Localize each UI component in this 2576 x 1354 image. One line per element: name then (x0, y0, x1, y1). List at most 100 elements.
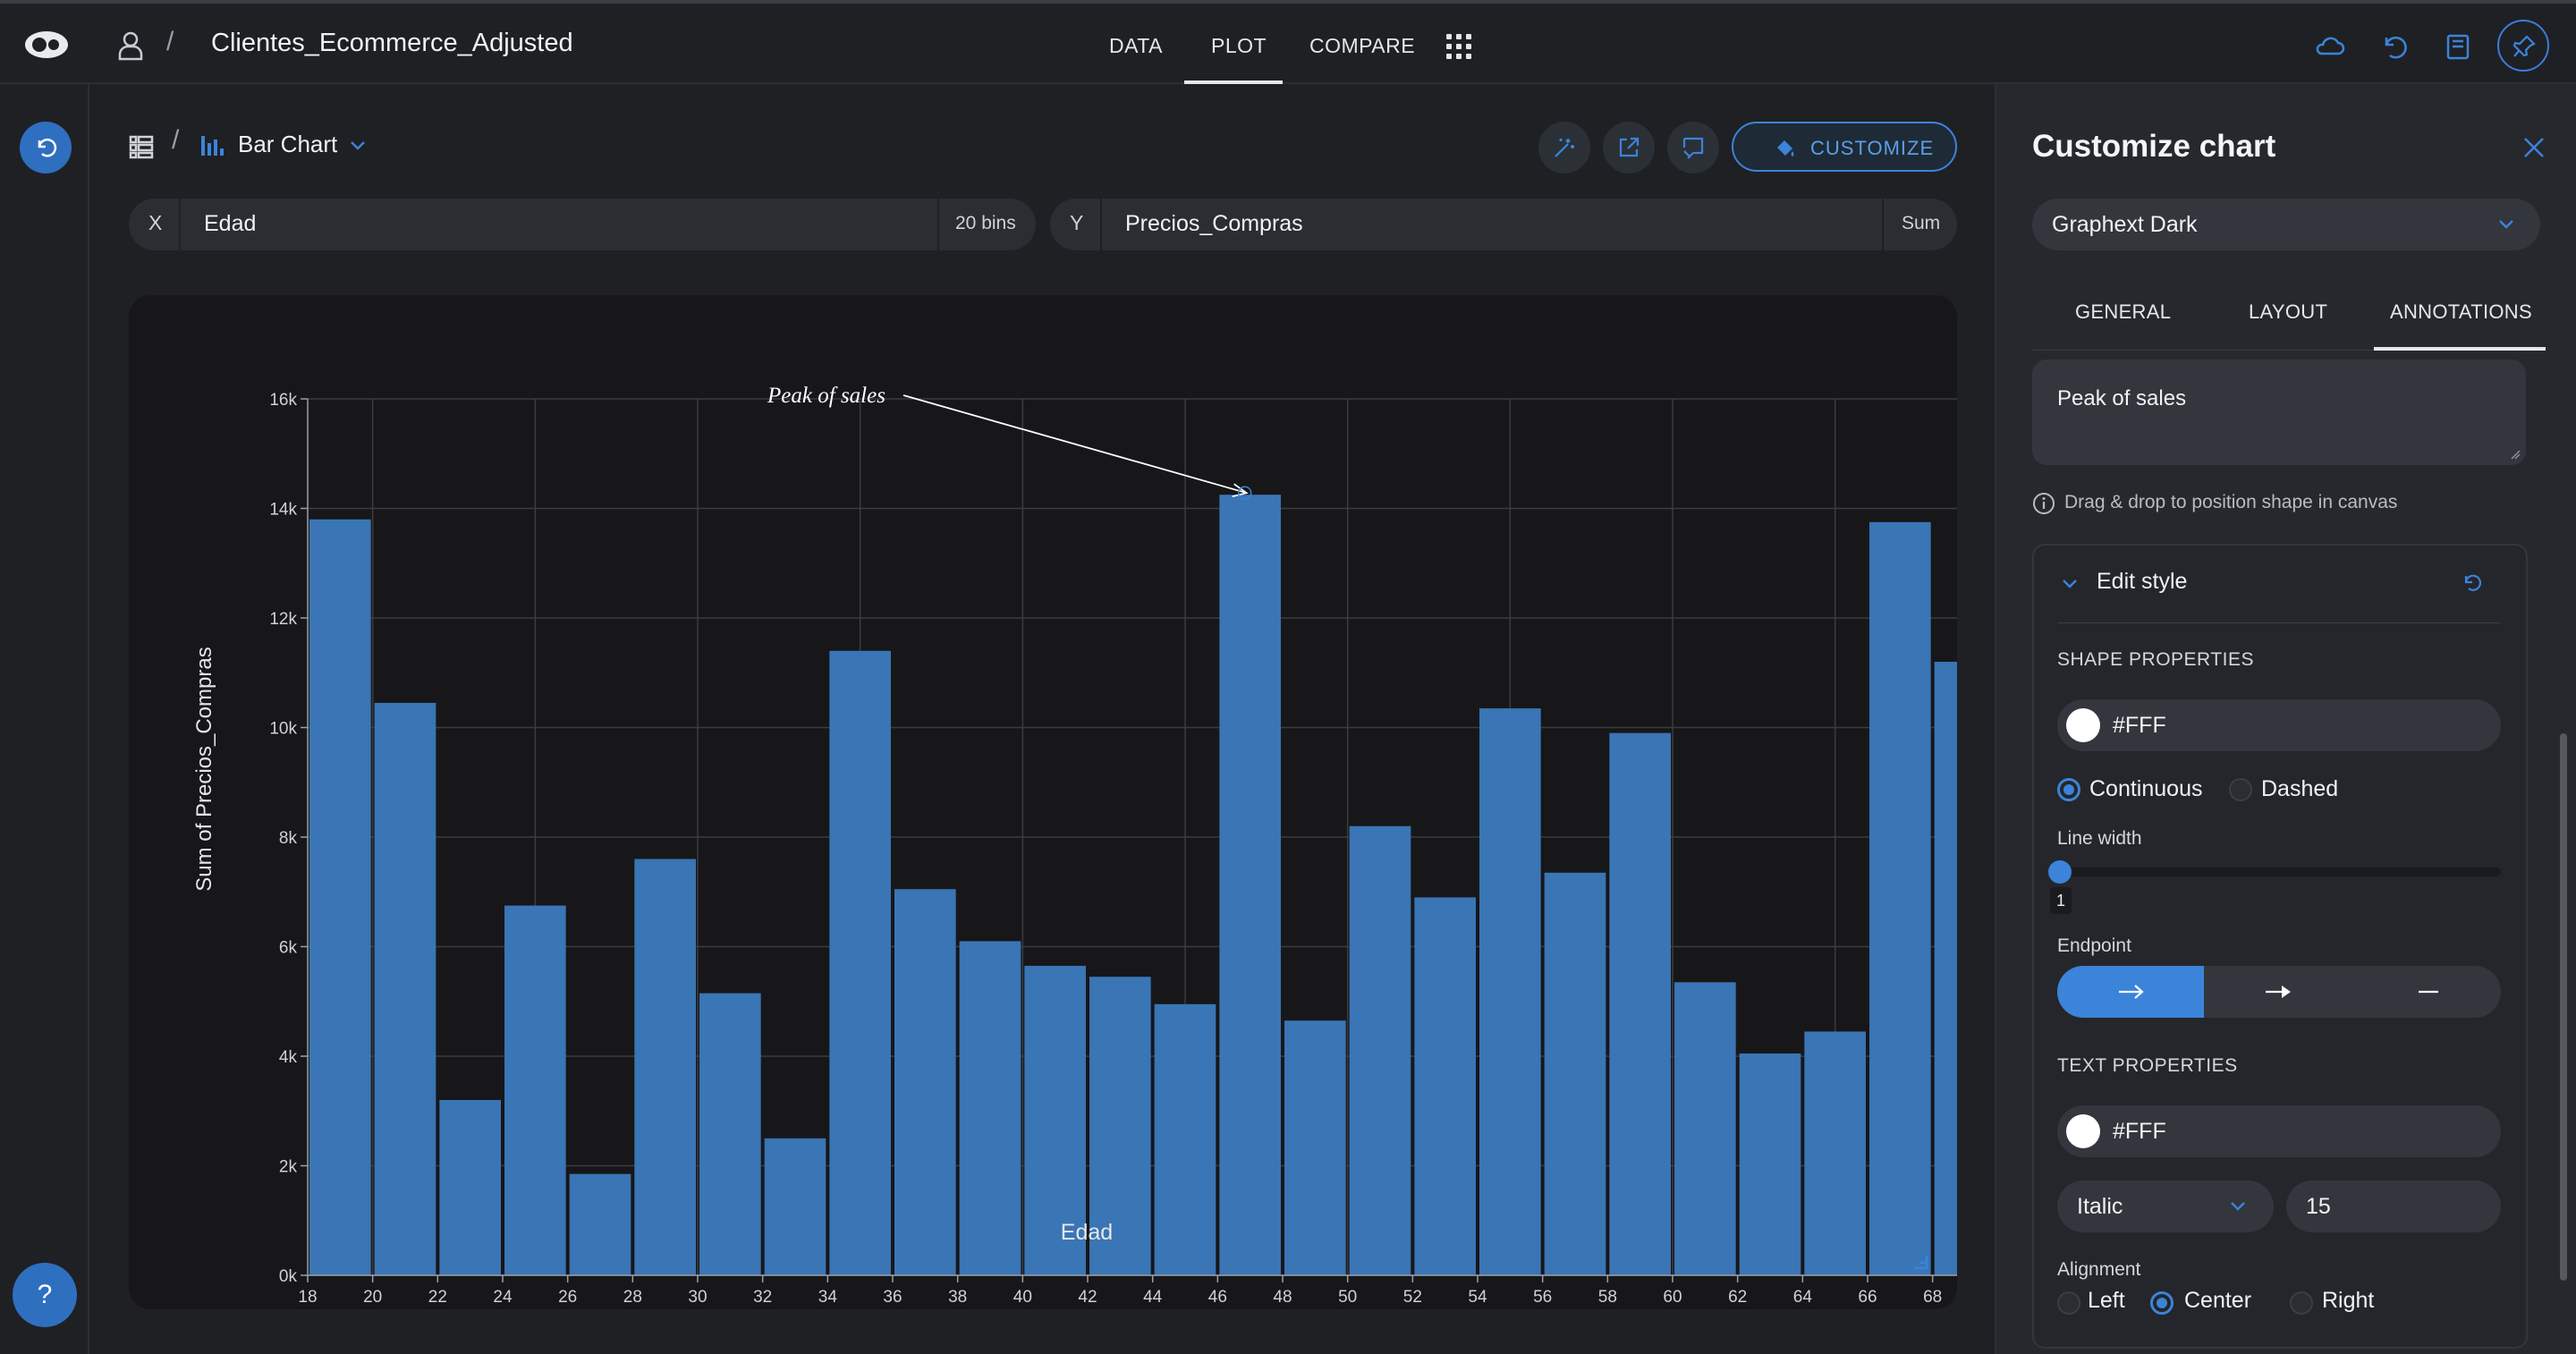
bar[interactable] (1024, 965, 1086, 1275)
bar[interactable] (1934, 662, 1996, 1275)
color-swatch[interactable] (2066, 1114, 2100, 1148)
pin-button[interactable] (2497, 20, 2549, 72)
tab-general[interactable]: GENERAL (2075, 300, 2172, 323)
apps-grid-icon[interactable] (1446, 34, 1471, 59)
align-right-label[interactable]: Right (2322, 1288, 2375, 1313)
project-title[interactable]: Clientes_Ecommerce_Adjusted (211, 29, 573, 57)
bar[interactable] (1414, 897, 1476, 1275)
continuous-radio[interactable] (2057, 778, 2080, 801)
align-left-label[interactable]: Left (2088, 1288, 2125, 1313)
help-button[interactable]: ? (13, 1263, 77, 1327)
bar[interactable] (439, 1100, 501, 1275)
bar[interactable] (1544, 872, 1606, 1275)
cloud-icon[interactable] (2313, 30, 2345, 63)
reset-icon[interactable] (2460, 571, 2485, 596)
bar[interactable] (829, 650, 891, 1275)
align-center-radio[interactable] (2150, 1291, 2174, 1315)
user-icon[interactable] (116, 30, 145, 61)
line-icon (2419, 990, 2438, 994)
bar[interactable] (309, 519, 371, 1275)
bar[interactable] (504, 905, 566, 1275)
align-right-radio[interactable] (2290, 1291, 2313, 1315)
bar[interactable] (1869, 521, 1931, 1275)
annotation-text-input[interactable]: Peak of sales (2032, 360, 2526, 465)
endpoint-solid-arrow-option[interactable] (2204, 966, 2352, 1018)
bar[interactable] (1284, 1020, 1346, 1275)
align-center-label[interactable]: Center (2184, 1288, 2252, 1313)
y-axis-field[interactable]: Y Precios_Compras Sum (1050, 199, 1957, 250)
shape-color-field[interactable]: #FFF (2057, 699, 2501, 751)
notebook-icon[interactable] (2442, 30, 2474, 63)
arrow-right-icon (2119, 985, 2144, 999)
active-tab-indicator (2374, 347, 2546, 351)
dashed-radio[interactable] (2229, 778, 2252, 801)
bar[interactable] (1804, 1031, 1866, 1275)
export-button[interactable] (1603, 122, 1655, 173)
align-left-radio[interactable] (2057, 1291, 2080, 1315)
theme-select[interactable]: Graphext Dark (2032, 199, 2540, 250)
x-aggregation[interactable]: 20 bins (955, 213, 1016, 233)
chevron-down-icon[interactable] (2061, 578, 2079, 590)
bar[interactable] (699, 993, 761, 1275)
tab-annotations[interactable]: ANNOTATIONS (2390, 300, 2532, 323)
bar[interactable] (1089, 977, 1151, 1275)
bar[interactable] (374, 702, 436, 1275)
bar[interactable] (1674, 982, 1736, 1275)
font-size-input[interactable]: 15 (2286, 1181, 2501, 1232)
chart-type-selector[interactable]: Bar Chart (238, 131, 338, 157)
dashed-label[interactable]: Dashed (2261, 776, 2339, 801)
x-tick-label: 52 (1403, 1288, 1422, 1307)
x-axis-field[interactable]: X Edad 20 bins (129, 199, 1036, 250)
customize-button[interactable]: CUSTOMIZE (1732, 122, 1957, 172)
annotation-arrow[interactable] (902, 394, 1247, 495)
y-field-name[interactable]: Precios_Compras (1125, 211, 1303, 236)
history-button[interactable] (20, 122, 72, 173)
resize-handle-icon[interactable] (1914, 1256, 1928, 1270)
insights-button[interactable] (1538, 122, 1590, 173)
external-link-icon (1619, 137, 1640, 157)
panel-scrollbar[interactable] (2560, 733, 2567, 1281)
undo-icon[interactable] (2377, 30, 2410, 63)
arrow-head-icon (2266, 986, 2291, 998)
active-tab-indicator (1184, 80, 1283, 84)
y-tick-label: 14k (269, 501, 297, 520)
bar[interactable] (1479, 708, 1541, 1275)
edit-style-header[interactable]: Edit style (2097, 569, 2188, 594)
color-swatch[interactable] (2066, 708, 2100, 742)
bar[interactable] (764, 1138, 826, 1275)
tab-data[interactable]: DATA (1109, 34, 1163, 57)
continuous-label[interactable]: Continuous (2089, 776, 2203, 801)
bar[interactable] (569, 1173, 631, 1275)
chevron-down-icon[interactable] (349, 140, 367, 152)
line-width-slider-thumb[interactable] (2048, 860, 2072, 884)
bar[interactable] (894, 889, 956, 1275)
grid-view-icon[interactable] (129, 134, 154, 159)
x-tick-label: 28 (623, 1288, 642, 1307)
y-tick-label: 10k (269, 720, 297, 739)
shape-properties-label: SHAPE PROPERTIES (2057, 649, 2255, 670)
endpoint-arrow-option[interactable] (2057, 966, 2204, 1018)
bar[interactable] (1739, 1053, 1801, 1275)
bar[interactable] (634, 859, 696, 1276)
annotation-text[interactable]: Peak of sales (767, 384, 886, 408)
font-style-select[interactable]: Italic (2057, 1181, 2274, 1232)
graphext-logo-icon[interactable] (23, 27, 70, 63)
y-aggregation[interactable]: Sum (1902, 213, 1941, 233)
resize-grip-icon[interactable] (2510, 449, 2521, 460)
endpoint-none-option[interactable] (2352, 966, 2501, 1018)
x-field-name[interactable]: Edad (204, 211, 257, 236)
bar[interactable] (1349, 825, 1411, 1275)
bar[interactable] (959, 941, 1021, 1275)
annotation-handle[interactable] (1237, 486, 1252, 500)
text-color-field[interactable]: #FFF (2057, 1105, 2501, 1157)
line-width-slider[interactable] (2057, 867, 2501, 876)
tab-plot[interactable]: PLOT (1211, 34, 1267, 57)
bar[interactable] (1219, 495, 1281, 1275)
bar[interactable] (1609, 732, 1671, 1275)
close-icon[interactable] (2522, 136, 2546, 159)
bar-chart[interactable]: 0k 2k 4k 6k 8k 10k 12k 14k 16k 18 20 22 24 26 28 30 32 34… (129, 295, 2072, 1309)
tab-compare[interactable]: COMPARE (1309, 34, 1416, 57)
present-button[interactable] (1667, 122, 1719, 173)
bar[interactable] (1154, 1003, 1216, 1275)
tab-layout[interactable]: LAYOUT (2249, 300, 2328, 323)
